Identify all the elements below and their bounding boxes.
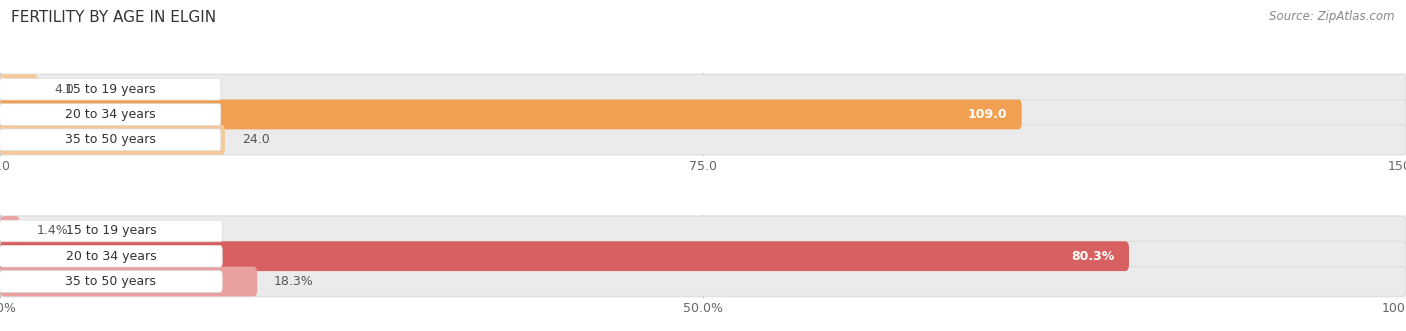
FancyBboxPatch shape — [0, 125, 1406, 155]
Text: 20 to 34 years: 20 to 34 years — [65, 108, 156, 121]
FancyBboxPatch shape — [0, 241, 1129, 271]
FancyBboxPatch shape — [0, 220, 222, 242]
Text: 18.3%: 18.3% — [274, 275, 314, 288]
FancyBboxPatch shape — [0, 74, 38, 104]
FancyBboxPatch shape — [0, 271, 222, 292]
Text: 15 to 19 years: 15 to 19 years — [65, 83, 156, 96]
Text: 35 to 50 years: 35 to 50 years — [65, 133, 156, 146]
FancyBboxPatch shape — [0, 129, 221, 151]
FancyBboxPatch shape — [0, 104, 221, 125]
FancyBboxPatch shape — [0, 78, 221, 100]
FancyBboxPatch shape — [0, 216, 1406, 246]
FancyBboxPatch shape — [0, 100, 1022, 129]
FancyBboxPatch shape — [0, 266, 257, 296]
FancyBboxPatch shape — [0, 245, 222, 267]
FancyBboxPatch shape — [0, 266, 1406, 296]
Text: 80.3%: 80.3% — [1071, 250, 1115, 263]
Text: 24.0: 24.0 — [242, 133, 270, 146]
Text: 4.0: 4.0 — [55, 83, 75, 96]
Text: 15 to 19 years: 15 to 19 years — [66, 224, 156, 237]
FancyBboxPatch shape — [0, 241, 1406, 271]
Text: FERTILITY BY AGE IN ELGIN: FERTILITY BY AGE IN ELGIN — [11, 10, 217, 25]
Text: 1.4%: 1.4% — [37, 224, 69, 237]
Text: 35 to 50 years: 35 to 50 years — [66, 275, 156, 288]
FancyBboxPatch shape — [0, 100, 1406, 129]
FancyBboxPatch shape — [0, 216, 20, 246]
Text: 20 to 34 years: 20 to 34 years — [66, 250, 156, 263]
FancyBboxPatch shape — [0, 125, 225, 155]
Text: 109.0: 109.0 — [967, 108, 1008, 121]
Text: Source: ZipAtlas.com: Source: ZipAtlas.com — [1270, 10, 1395, 23]
FancyBboxPatch shape — [0, 74, 1406, 104]
